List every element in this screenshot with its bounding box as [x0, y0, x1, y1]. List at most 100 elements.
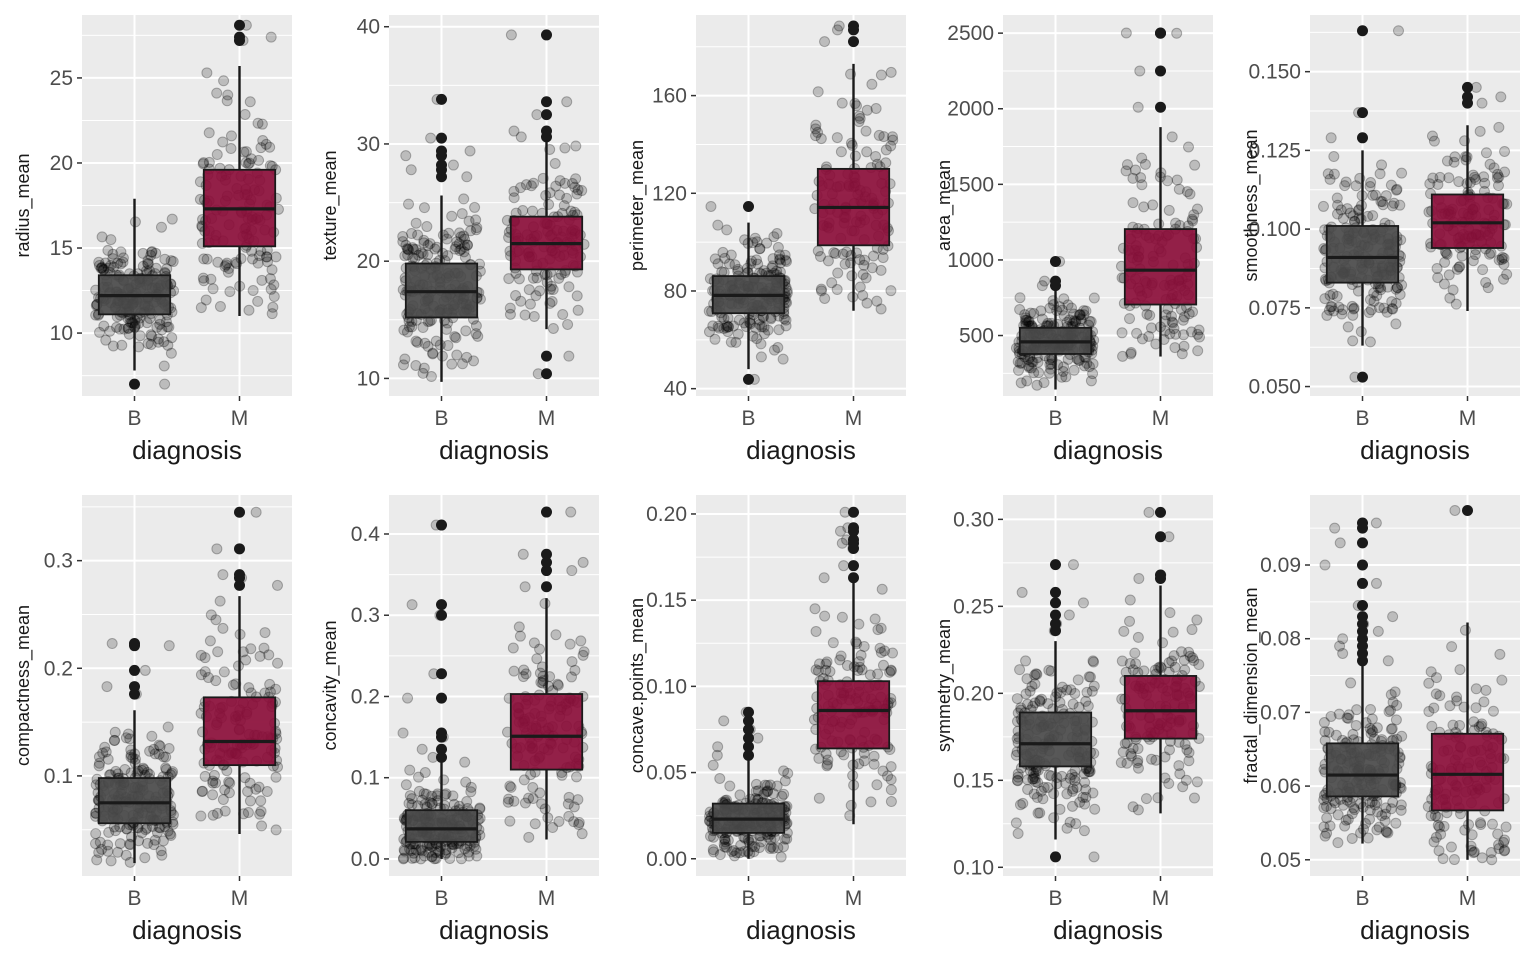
- jitter-point: [838, 560, 850, 572]
- jitter-point: [1470, 173, 1482, 185]
- jitter-point: [408, 847, 420, 859]
- jitter-point: [454, 245, 466, 257]
- jitter-point: [1027, 356, 1039, 368]
- jitter-point: [1125, 347, 1137, 359]
- jitter-point: [419, 337, 431, 349]
- jitter-point: [1318, 821, 1330, 833]
- x-tick-label: M: [845, 887, 863, 910]
- jitter-point: [146, 330, 158, 342]
- jitter-point: [150, 262, 162, 274]
- jitter-point: [723, 321, 735, 333]
- jitter-point: [1026, 356, 1038, 368]
- jitter-point: [402, 692, 414, 704]
- jitter-point: [1125, 750, 1137, 762]
- jitter-point: [780, 320, 792, 332]
- jitter-point: [1381, 306, 1393, 318]
- outlier-point: [848, 534, 859, 546]
- jitter-point: [1492, 828, 1504, 840]
- jitter-point: [518, 774, 530, 786]
- outlier-point: [234, 543, 245, 555]
- jitter-point: [1447, 284, 1459, 296]
- outlier-point: [436, 519, 447, 531]
- jitter-point: [196, 785, 208, 797]
- jitter-point: [255, 795, 267, 807]
- jitter-point: [1192, 345, 1204, 357]
- outlier-point: [1155, 531, 1166, 543]
- jitter-point: [1120, 165, 1132, 177]
- jitter-point: [160, 763, 172, 775]
- outlier-point: [1050, 255, 1061, 267]
- jitter-point: [1323, 304, 1335, 316]
- jitter-point: [463, 850, 475, 862]
- jitter-point: [1441, 155, 1453, 167]
- jitter-point: [195, 649, 207, 661]
- jitter-point: [207, 283, 219, 295]
- jitter-point: [1500, 821, 1512, 833]
- jitter-point: [94, 326, 106, 338]
- jitter-point: [558, 200, 570, 212]
- jitter-point: [1331, 290, 1343, 302]
- jitter-point: [504, 815, 516, 827]
- jitter-point: [869, 613, 881, 625]
- jitter-point: [855, 649, 867, 661]
- jitter-point: [461, 351, 473, 363]
- jitter-point: [253, 250, 265, 262]
- jitter-point: [1453, 176, 1465, 188]
- jitter-point: [1038, 782, 1050, 794]
- jitter-point: [1087, 368, 1099, 380]
- jitter-point: [1116, 655, 1128, 667]
- jitter-point: [114, 323, 126, 335]
- jitter-point: [1153, 218, 1165, 230]
- jitter-point: [875, 622, 887, 634]
- box-B: [1018, 711, 1093, 768]
- jitter-point: [714, 772, 726, 784]
- jitter-point: [576, 828, 588, 840]
- jitter-point: [877, 252, 889, 264]
- jitter-point: [1138, 201, 1150, 213]
- jitter-point: [1327, 288, 1339, 300]
- jitter-point: [1169, 661, 1181, 673]
- jitter-point: [578, 646, 590, 658]
- jitter-point: [1336, 308, 1348, 320]
- jitter-point: [531, 272, 543, 284]
- y-tick-label: 0.125: [1248, 139, 1301, 162]
- jitter-point: [1344, 207, 1356, 219]
- jitter-point: [1181, 744, 1193, 756]
- jitter-point: [1027, 773, 1039, 785]
- jitter-point: [1387, 696, 1399, 708]
- jitter-point: [534, 643, 546, 655]
- jitter-point: [1132, 804, 1144, 816]
- jitter-point: [261, 786, 273, 798]
- jitter-point: [1145, 322, 1157, 334]
- jitter-point: [1085, 375, 1097, 387]
- jitter-point: [1492, 168, 1504, 180]
- jitter-point: [875, 303, 887, 315]
- x-axis-title: diagnosis: [132, 915, 242, 945]
- jitter-point: [577, 649, 589, 661]
- jitter-point: [860, 125, 872, 137]
- jitter-point: [1325, 132, 1337, 144]
- jitter-point: [1063, 609, 1075, 621]
- jitter-point: [764, 779, 776, 791]
- jitter-point: [465, 786, 477, 798]
- jitter-point: [718, 312, 730, 324]
- jitter-point: [818, 572, 830, 584]
- y-tick-label: 25: [50, 67, 73, 90]
- jitter-point: [93, 259, 105, 271]
- jitter-point: [1364, 181, 1376, 193]
- jitter-point: [1086, 685, 1098, 697]
- jitter-point: [203, 127, 215, 139]
- jitter-point: [810, 625, 822, 637]
- jitter-point: [1475, 720, 1487, 732]
- outlier-point: [1050, 597, 1061, 609]
- jitter-point: [765, 834, 777, 846]
- jitter-point: [854, 281, 866, 293]
- jitter-point: [782, 767, 794, 779]
- jitter-point: [256, 118, 268, 130]
- jitter-point: [1328, 168, 1340, 180]
- jitter-point: [427, 348, 439, 360]
- x-tick-label: M: [538, 887, 556, 910]
- jitter-point: [731, 847, 743, 859]
- jitter-point: [1021, 375, 1033, 387]
